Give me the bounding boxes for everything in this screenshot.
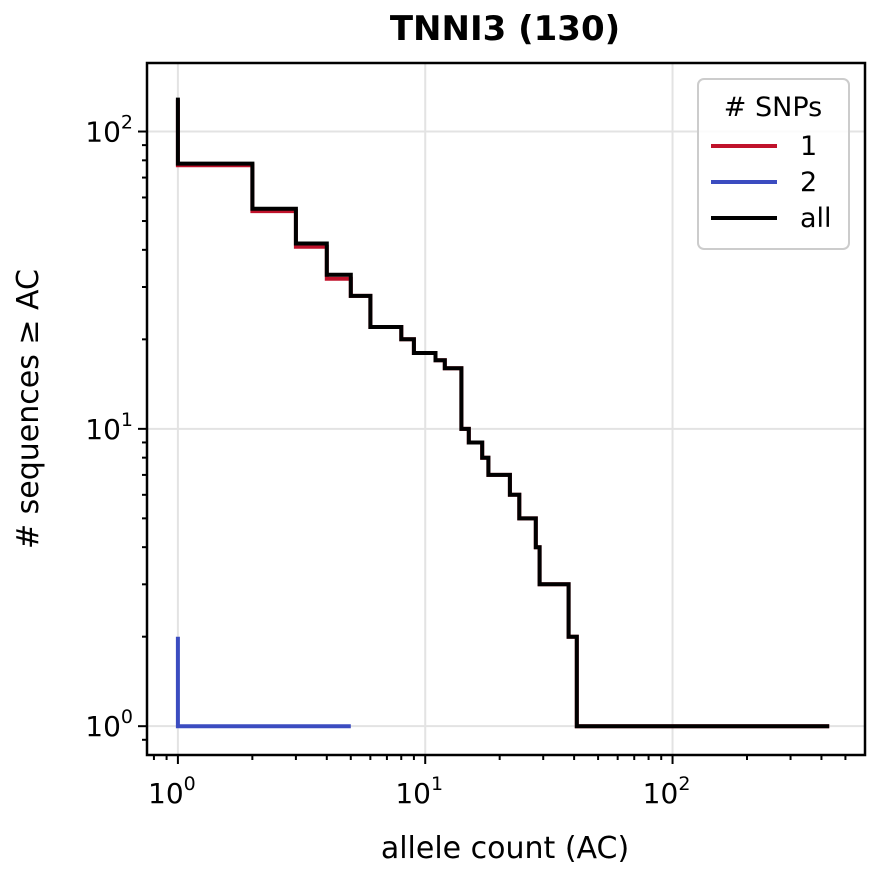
y-tick-label: 100 [85, 706, 133, 743]
series-line-2 [175, 636, 351, 729]
axis-ticks [138, 130, 847, 764]
chart-title: TNNI3 (130) [390, 9, 620, 49]
y-axis-label: # sequences ≥ AC [11, 269, 46, 549]
legend: # SNPs 1 2 all [697, 78, 850, 250]
plot-frame [145, 61, 867, 757]
x-tick-label: 102 [643, 773, 691, 810]
legend-label-2: 2 [800, 167, 817, 198]
legend-label-1: 1 [800, 131, 817, 162]
series-line-all [175, 97, 830, 729]
x-tick-label: 100 [148, 773, 196, 810]
legend-title: # SNPs [724, 92, 822, 123]
tick-labels: 100 101 102 100 101 102 [85, 112, 690, 810]
x-axis-label: allele count (AC) [381, 831, 629, 866]
x-tick-label: 101 [395, 773, 443, 810]
series-layer [175, 97, 830, 729]
legend-label-all: all [800, 203, 832, 234]
y-tick-label: 102 [85, 112, 133, 149]
legend-box [697, 78, 850, 250]
y-tick-label: 101 [85, 409, 133, 446]
